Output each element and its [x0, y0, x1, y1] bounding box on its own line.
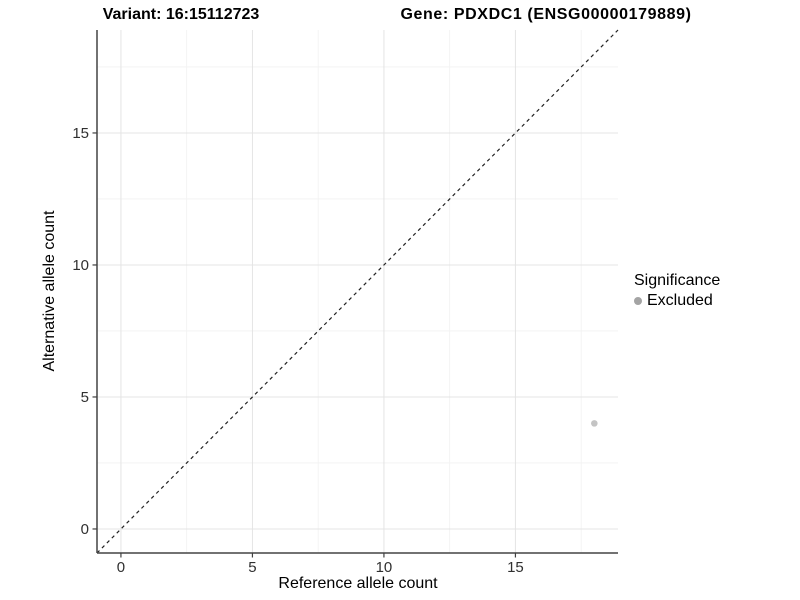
legend-title: Significance [634, 272, 721, 289]
identity-reference-line [96, 29, 619, 554]
x-tick-label: 5 [248, 559, 256, 576]
variant-title: Variant: 16:15112723 [102, 6, 260, 23]
y-tick-label: 10 [72, 257, 89, 274]
legend-item-label: Excluded [647, 292, 713, 309]
gene-title: Gene: PDXDC1 (ENSG00000179889) [400, 6, 692, 23]
y-tick-label: 0 [81, 521, 89, 538]
legend-point-icon [634, 297, 642, 305]
legend-item-excluded: Excluded [634, 292, 720, 310]
x-tick-label: 15 [507, 559, 524, 576]
data-point [591, 420, 598, 427]
x-tick-label: 0 [117, 559, 125, 576]
x-axis-label: Reference allele count [278, 575, 438, 592]
x-tick-label: 10 [376, 559, 393, 576]
y-tick-label: 15 [72, 125, 89, 142]
legend: Significance Excluded [634, 272, 720, 310]
y-tick-label: 5 [81, 389, 89, 406]
y-axis-label: Alternative allele count [41, 210, 58, 372]
